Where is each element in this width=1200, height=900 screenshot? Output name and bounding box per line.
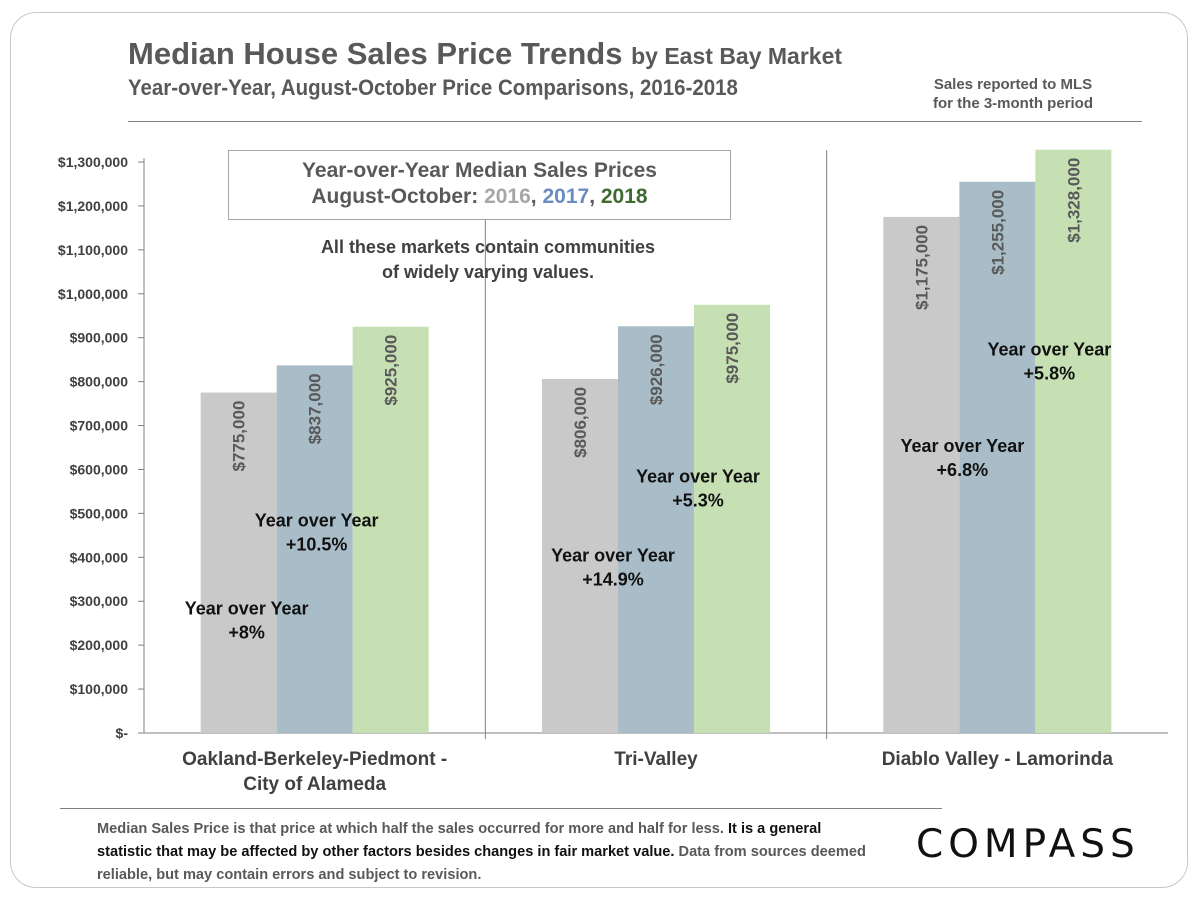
footer-part2: It is a general statistic that may be af… <box>97 821 822 860</box>
legend-years: August-October: 2016, 2017, 2018 <box>229 184 730 210</box>
yoy-annotation-label: Year over Year <box>987 339 1111 359</box>
footer-part1: Median Sales Price is that price at whic… <box>97 821 724 837</box>
legend-sep-1: , <box>530 185 537 208</box>
bar-value-label: $806,000 <box>571 387 590 458</box>
footer-divider <box>60 808 942 809</box>
bar-value-label: $926,000 <box>647 334 666 405</box>
y-tick-label: $1,000,000 <box>58 286 128 302</box>
bar-value-label: $1,175,000 <box>912 225 931 310</box>
bar-value-label: $975,000 <box>723 313 742 384</box>
y-tick-label: $200,000 <box>70 637 129 653</box>
legend-box: Year-over-Year Median Sales Prices Augus… <box>228 150 731 220</box>
chart-title: Median House Sales Price Trends by East … <box>128 36 843 71</box>
yoy-annotation-value: +5.8% <box>1024 363 1076 383</box>
y-tick-label: $900,000 <box>70 330 129 346</box>
chart-subtitle: Year-over-Year, August-October Price Com… <box>128 75 738 100</box>
y-tick-label: $800,000 <box>70 374 129 390</box>
bar-value-label: $1,255,000 <box>988 190 1007 275</box>
y-tick-label: $300,000 <box>70 593 129 609</box>
yoy-annotation-value: +14.9% <box>582 570 644 590</box>
yoy-annotation-value: +10.5% <box>286 535 348 555</box>
category-label: City of Alameda <box>243 774 386 795</box>
yoy-annotation-value: +8% <box>228 622 265 642</box>
y-tick-label: $1,300,000 <box>58 154 128 170</box>
bar-2016 <box>200 392 277 733</box>
y-tick-label: $1,200,000 <box>58 198 128 214</box>
y-tick-label: $500,000 <box>70 505 129 521</box>
category-label: Diablo Valley - Lamorinda <box>882 749 1114 770</box>
bar-2017 <box>276 365 353 733</box>
bar-2017 <box>618 326 694 733</box>
bar-value-label: $1,328,000 <box>1064 158 1083 243</box>
y-tick-label: $1,100,000 <box>58 242 128 258</box>
bar-2016 <box>883 216 960 734</box>
legend-prefix: August-October: <box>311 185 479 208</box>
chart-title-suffix: by East Bay Market <box>631 43 843 69</box>
bar-2017 <box>959 181 1036 733</box>
yoy-annotation-value: +6.8% <box>937 460 989 480</box>
legend-title: Year-over-Year Median Sales Prices <box>302 159 657 182</box>
bar-2018 <box>352 326 429 733</box>
yoy-annotation-value: +5.3% <box>672 491 724 511</box>
footer-disclaimer: Median Sales Price is that price at whic… <box>97 818 877 887</box>
header-divider <box>128 121 1142 122</box>
yoy-annotation-label: Year over Year <box>636 467 760 487</box>
bar-2018 <box>694 304 770 733</box>
chart-note-line1: All these markets contain communities <box>320 237 656 257</box>
sales-note-line2: for the 3-month period <box>933 95 1093 112</box>
y-tick-label: $100,000 <box>70 681 129 697</box>
legend-2018: 2018 <box>600 185 648 208</box>
legend-2016: 2016 <box>484 185 531 208</box>
category-label: Tri-Valley <box>614 749 698 770</box>
chart-note-line2: of widely varying values. <box>381 262 595 282</box>
bar-2018 <box>1035 149 1112 733</box>
yoy-annotation-label: Year over Year <box>551 546 675 566</box>
yoy-annotation-label: Year over Year <box>900 436 1024 456</box>
yoy-annotation-label: Year over Year <box>185 598 309 618</box>
bar-value-label: $837,000 <box>306 373 325 444</box>
y-tick-label: $600,000 <box>70 461 129 477</box>
y-tick-label: $700,000 <box>70 418 129 434</box>
footer-part3: Data from sources deemed reliable, but m… <box>97 844 866 883</box>
bar-value-label: $925,000 <box>382 335 401 406</box>
bar-value-label: $775,000 <box>230 401 249 472</box>
bar-2016 <box>542 378 618 733</box>
chart-note: All these markets contain communities of… <box>248 235 728 285</box>
category-label: Oakland-Berkeley-Piedmont - <box>182 749 447 770</box>
y-tick-label: $400,000 <box>70 549 129 565</box>
legend-sep-2: , <box>589 185 596 208</box>
sales-note-line1: Sales reported to MLS <box>933 76 1093 93</box>
y-tick-label: $- <box>116 725 129 741</box>
compass-logo: COMPASS <box>916 822 1140 867</box>
yoy-annotation-label: Year over Year <box>255 511 379 531</box>
sales-note: Sales reported to MLS for the 3-month pe… <box>898 75 1128 113</box>
legend-2017: 2017 <box>542 185 590 208</box>
